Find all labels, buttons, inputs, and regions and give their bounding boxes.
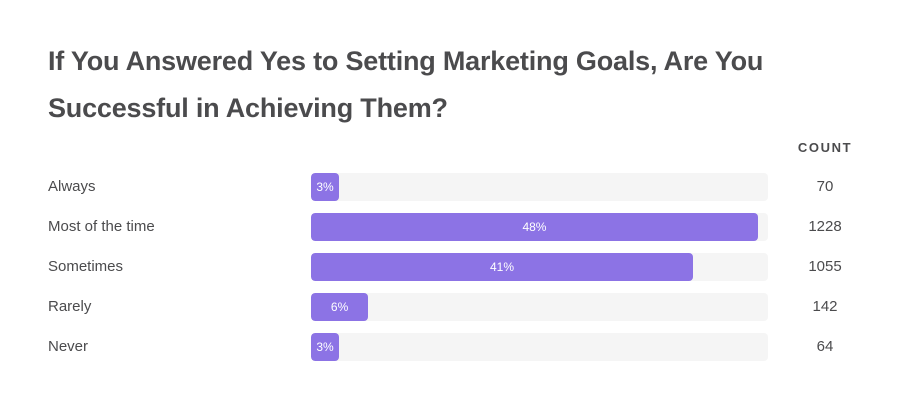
category-label: Rarely [48, 298, 92, 315]
category-label: Never [48, 338, 89, 355]
count-value: 64 [816, 338, 834, 355]
bar-row: Always 3% 70 [0, 173, 902, 201]
bar-row: Most of the time 48% 1228 [0, 213, 902, 241]
bar-fill: 3% [311, 173, 339, 201]
bar-row: Rarely 6% 142 [0, 293, 902, 321]
count-value: 70 [816, 178, 834, 195]
bar-track: 3% [311, 333, 768, 361]
bar-track: 6% [311, 293, 768, 321]
count-column-header: COUNT [797, 140, 853, 155]
bar-fill: 41% [311, 253, 694, 281]
count-value: 1055 [808, 258, 842, 275]
category-label: Most of the time [48, 218, 155, 235]
bar-row: Never 3% 64 [0, 333, 902, 361]
count-value: 142 [812, 298, 838, 315]
bar-fill: 3% [311, 333, 339, 361]
bar-fill: 48% [311, 213, 758, 241]
bar-fill: 6% [311, 293, 369, 321]
category-label: Sometimes [48, 258, 124, 275]
count-value: 1228 [808, 218, 842, 235]
category-label: Always [48, 178, 96, 195]
bar-track: 48% [311, 213, 768, 241]
bar-row: Sometimes 41% 1055 [0, 253, 902, 281]
chart-title: If You Answered Yes to Setting Marketing… [48, 46, 764, 123]
bar-track: 41% [311, 253, 768, 281]
bar-track: 3% [311, 173, 768, 201]
